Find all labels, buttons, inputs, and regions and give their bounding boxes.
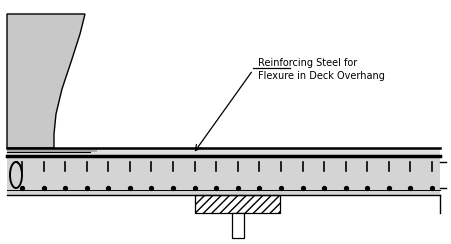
Bar <box>7 156 440 195</box>
Bar <box>7 148 97 152</box>
Polygon shape <box>7 14 85 148</box>
Text: Reinforcing Steel for: Reinforcing Steel for <box>258 58 357 68</box>
Bar <box>195 195 280 213</box>
Text: Flexure in Deck Overhang: Flexure in Deck Overhang <box>258 71 385 81</box>
Bar <box>231 213 244 238</box>
Bar <box>7 148 440 156</box>
